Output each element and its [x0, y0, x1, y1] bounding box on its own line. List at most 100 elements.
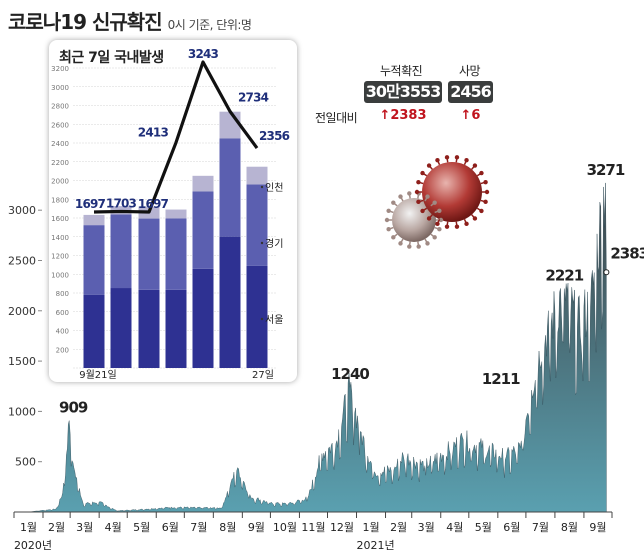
total-label: 3243	[188, 47, 219, 61]
inset-y-tick-label: 3200	[51, 65, 69, 73]
deaths-delta: ↑6	[460, 108, 481, 123]
y-tick-label: 1000	[8, 405, 36, 418]
x-tick-label: 5월	[475, 521, 492, 534]
inset-bar-gyeonggi	[219, 138, 241, 237]
x-tick-label: 5월	[133, 521, 150, 534]
inset-y-tick-label: 1800	[51, 196, 69, 204]
inset-y-tick-label: 2000	[51, 178, 69, 186]
inset-bar-gyeonggi	[192, 191, 214, 269]
inset-bar-gyeonggi	[138, 218, 160, 290]
x-tick-label: 7월	[532, 521, 549, 534]
recent-7-days-bar-chart: 최근 7일 국내발생 200 400 600 800 1000 1200 1400 1600 18…	[51, 47, 290, 381]
x-tick-label: 12월	[330, 521, 354, 534]
title-main: 코로나19 신규확진	[8, 10, 163, 34]
total-label: 1697	[138, 197, 169, 211]
inset-bar-incheon	[192, 175, 214, 192]
series-label: 경기	[265, 237, 283, 250]
inset-y-tick-label: 2800	[51, 103, 69, 111]
inset-y-tick-label: 3000	[51, 84, 69, 92]
series-marker	[260, 241, 264, 245]
inset-y-tick-label: 2200	[51, 159, 69, 167]
inset-y-tick-label: 1600	[51, 215, 69, 223]
inset-y-tick-label: 600	[56, 309, 69, 317]
x-tick-label: 6월	[503, 521, 520, 534]
y-tick-label: 2500	[8, 254, 36, 267]
total-label: 1703	[106, 196, 137, 210]
inset-y-tick-label: 2400	[51, 140, 69, 148]
peak-annotation: 1240	[331, 365, 369, 383]
x-tick-label: 3월	[76, 521, 93, 534]
inset-x-tick-label: 9월21일	[79, 369, 117, 381]
inset-x-tick-label: 27일	[252, 369, 274, 381]
inset-y-tick-label: 800	[56, 290, 69, 298]
title-sub: 0시 기준, 단위:명	[167, 18, 252, 32]
daily-cases-area	[31, 182, 607, 513]
x-tick-label: 1월	[362, 521, 379, 534]
peak-annotation: 1211	[482, 370, 520, 388]
total-label: 2413	[138, 126, 169, 140]
inset-bar-incheon	[83, 214, 105, 226]
inset-bar-seoul	[219, 236, 241, 368]
y-tick-label: 500	[15, 456, 36, 469]
inset-y-tick-label: 1400	[51, 234, 69, 242]
inset-bar-gyeonggi	[83, 225, 105, 295]
prev-day-label: 전일대비	[315, 111, 358, 125]
series-label: 인천	[265, 182, 283, 194]
inset-bar-gyeonggi	[246, 184, 268, 266]
inset-bar-gyeonggi	[110, 214, 132, 289]
coronavirus-icon	[384, 155, 490, 249]
x-tick-label: 4월	[446, 521, 463, 534]
inset-y-tick-label: 1000	[51, 271, 69, 279]
total-label: 2734	[238, 90, 269, 104]
x-tick-label: 9월	[589, 521, 606, 534]
total-label: 1697	[75, 197, 106, 211]
inset-y-tick-label: 200	[56, 346, 69, 354]
x-tick-label: 2월	[48, 521, 65, 534]
inset-bar-incheon	[246, 166, 268, 185]
x-tick-label: 1월	[20, 521, 37, 534]
deaths-value: 2456	[448, 81, 493, 103]
inset-bar-incheon	[219, 111, 241, 139]
x-tick-label: 3월	[418, 521, 435, 534]
x-tick-label: 9월	[248, 521, 265, 534]
inset-bar-seoul	[138, 289, 160, 368]
total-label: 2356	[259, 129, 290, 143]
deaths-label: 사망	[459, 64, 481, 78]
x-tick-label: 8월	[219, 521, 236, 534]
year-label: 2021년	[356, 539, 394, 552]
inset-bar-seoul	[246, 265, 268, 368]
series-marker	[260, 317, 264, 321]
inset-y-tick-label: 400	[56, 328, 69, 336]
year-label: 2020년	[14, 539, 52, 552]
y-tick-label: 3000	[8, 204, 36, 217]
cumulative-label: 누적확진	[380, 64, 423, 78]
cumulative-value: 30만3553	[364, 81, 442, 103]
latest-point	[603, 269, 610, 276]
series-label: 서울	[265, 314, 283, 326]
x-tick-label: 10월	[273, 521, 297, 534]
chart-title: 코로나19 신규확진 0시 기준, 단위:명	[8, 6, 252, 35]
x-tick-label: 8월	[561, 521, 578, 534]
cumulative-delta: ↑2383	[379, 108, 427, 123]
x-tick-label: 2월	[390, 521, 407, 534]
inset-bar-gyeonggi	[165, 218, 187, 290]
inset-bar-seoul	[83, 294, 105, 368]
peak-annotation: 2383	[610, 244, 644, 262]
recent-7-days-panel: 최근 7일 국내발생 200 400 600 800 1000 1200 1400 1600 18…	[49, 40, 297, 382]
x-tick-label: 11월	[301, 521, 325, 534]
peak-annotation: 3271	[587, 161, 625, 179]
inset-bar-seoul	[192, 268, 214, 368]
peak-annotation: 2221	[545, 267, 583, 285]
inset-title: 최근 7일 국내발생	[59, 49, 164, 66]
x-tick-label: 4월	[105, 521, 122, 534]
inset-y-tick-label: 2600	[51, 121, 69, 129]
totals-trend-line	[93, 60, 259, 214]
series-marker	[260, 185, 264, 189]
inset-bar-incheon	[165, 209, 187, 219]
x-tick-label: 6월	[162, 521, 179, 534]
x-tick-label: 7월	[190, 521, 207, 534]
peak-annotation: 909	[59, 399, 88, 417]
inset-y-tick-label: 1200	[51, 253, 69, 261]
inset-bar-seoul	[110, 288, 132, 368]
